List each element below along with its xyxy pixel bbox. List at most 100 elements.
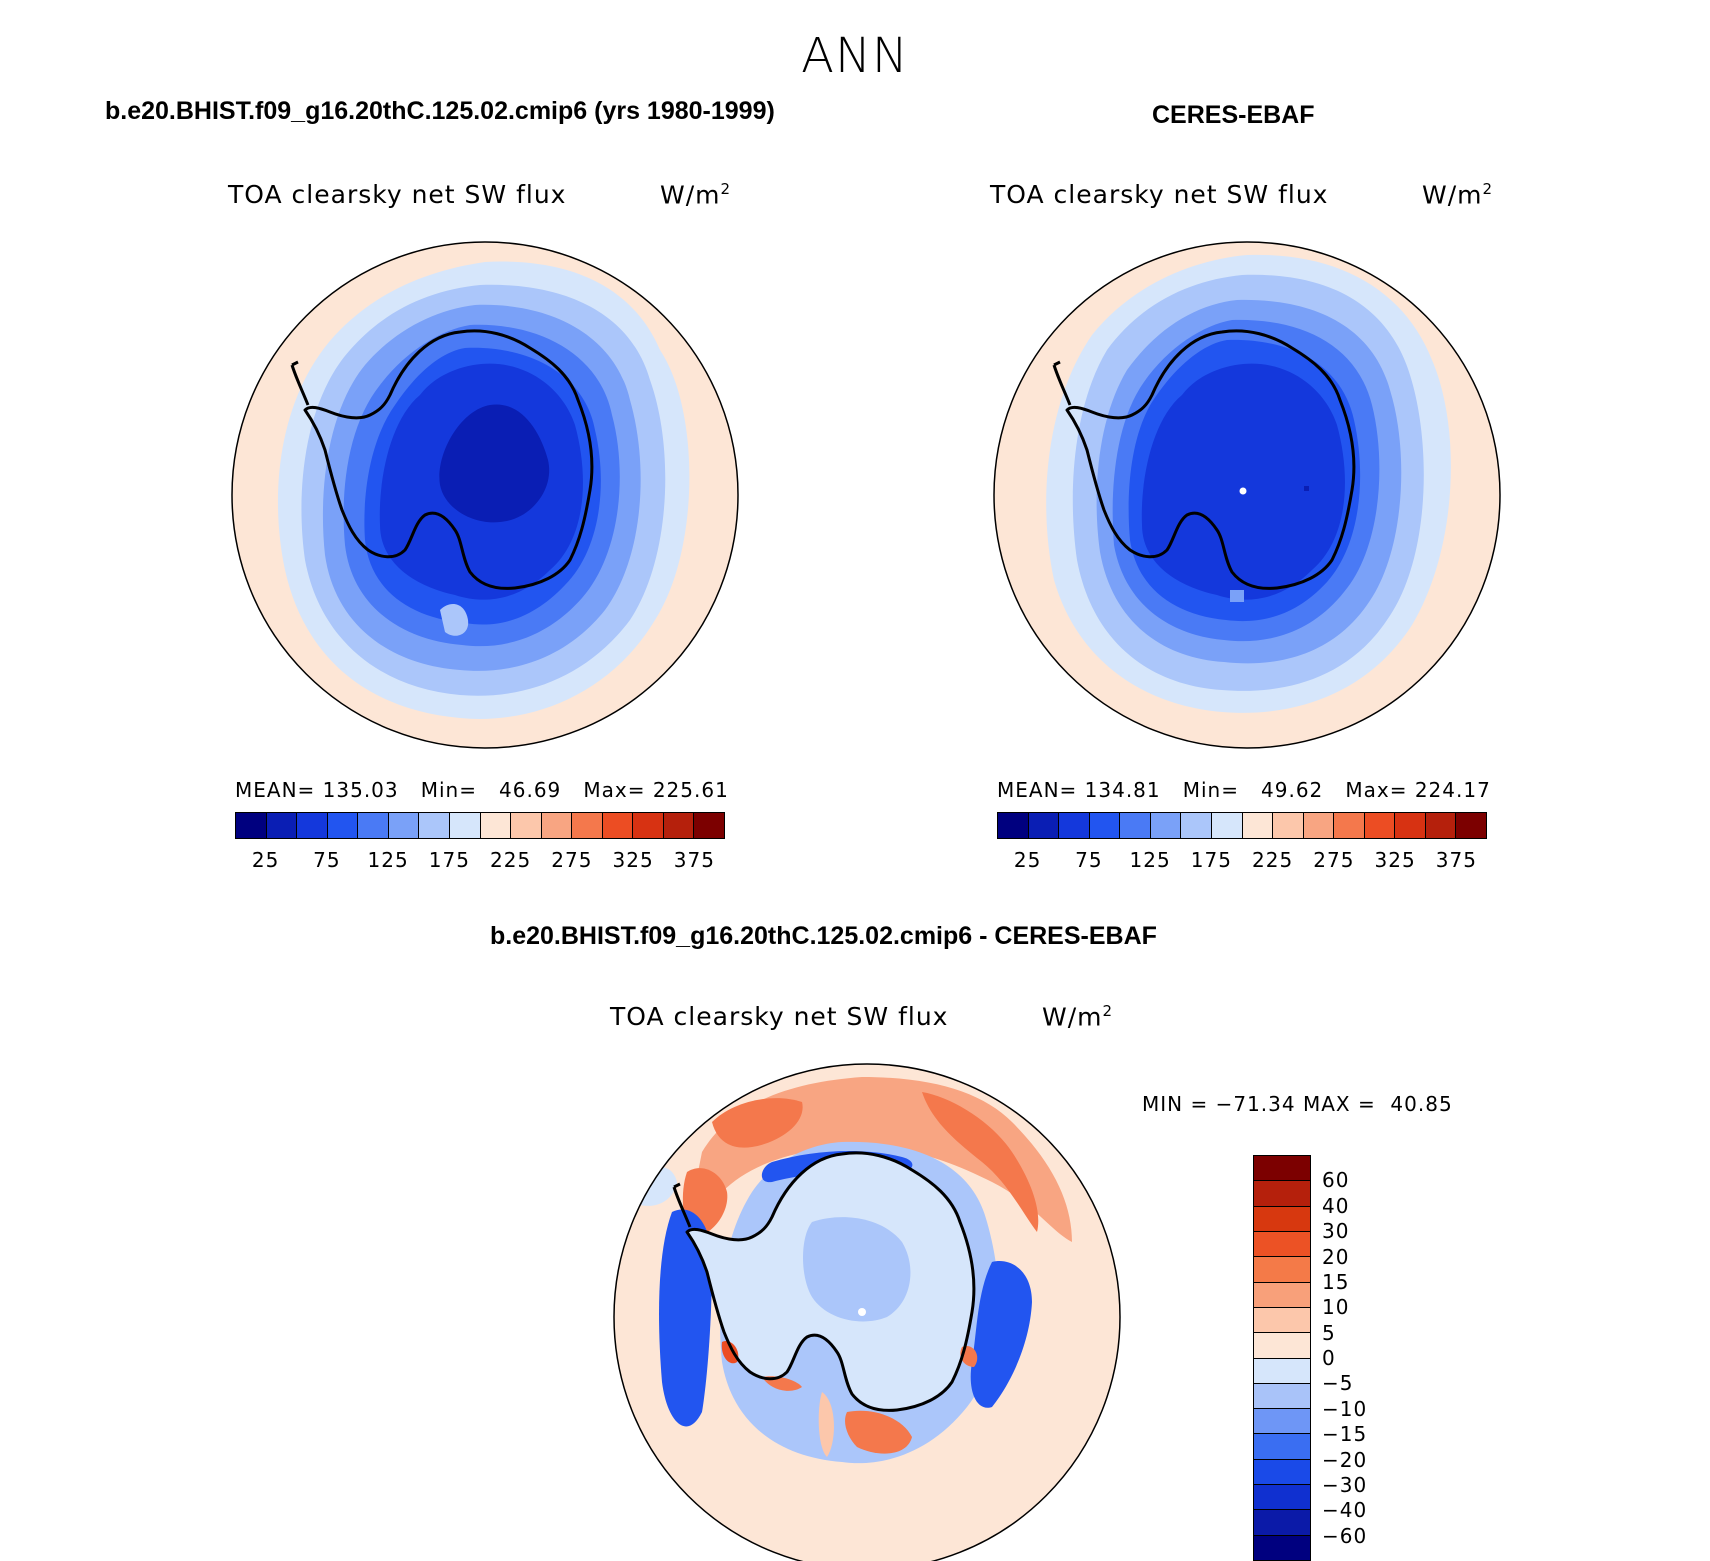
obs-colorbar-swatch	[1089, 813, 1121, 838]
model-colorbar-swatch	[388, 813, 420, 838]
model-units-label: W/m2	[660, 180, 732, 210]
model-polar-map	[231, 241, 739, 749]
obs-colorbar-swatch	[998, 813, 1029, 838]
model-colorbar-swatch	[541, 813, 573, 838]
obs-colorbar-swatch	[1150, 813, 1182, 838]
diff-colorbar-tick-label: 30	[1322, 1219, 1350, 1244]
diff-colorbar-swatch	[1254, 1535, 1310, 1560]
obs-polar-map	[993, 241, 1501, 749]
diff-polar-map	[613, 1063, 1121, 1561]
obs-colorbar-swatch	[1425, 813, 1457, 838]
diff-colorbar-tick-label: 60	[1322, 1168, 1350, 1193]
obs-colorbar-tick-label: 175	[1190, 848, 1232, 872]
diff-colorbar-swatch	[1254, 1358, 1310, 1384]
diff-colorbar-swatch	[1254, 1383, 1310, 1410]
diff-case-title: b.e20.BHIST.f09_g16.20thC.125.02.cmip6 -…	[490, 922, 1157, 950]
model-colorbar-tick-label: 375	[673, 848, 715, 872]
obs-colorbar-tick-label: 25	[1013, 848, 1042, 872]
obs-colorbar-swatch	[1334, 813, 1365, 838]
model-colorbar-swatch	[572, 813, 603, 838]
obs-colorbar-swatch	[1303, 813, 1335, 838]
obs-colorbar-ticks: 25 75 125 175 225 275 325 375	[997, 848, 1487, 872]
model-colorbar-swatch	[449, 813, 481, 838]
diff-colorbar-tick-label: 15	[1322, 1269, 1350, 1294]
diff-colorbar-swatch	[1254, 1282, 1310, 1308]
diff-colorbar-swatch	[1254, 1485, 1310, 1511]
obs-colorbar-tick-label: 75	[1075, 848, 1103, 872]
obs-colorbar-swatch	[1456, 813, 1486, 838]
diff-colorbar-ticks: 60 40 30 20 15 10 5 0 −5 −10 −15 −20 −30 −40 −60	[1322, 1155, 1422, 1561]
obs-colorbar-swatch	[1059, 813, 1090, 838]
diff-colorbar-swatch	[1254, 1409, 1310, 1435]
obs-colorbar-swatch	[1181, 813, 1212, 838]
obs-colorbar-swatch	[1211, 813, 1243, 838]
obs-colorbar-swatch	[1028, 813, 1060, 838]
model-colorbar-tick-label: 225	[490, 848, 532, 872]
diff-colorbar-swatch	[1254, 1459, 1310, 1486]
model-colorbar-swatch	[694, 813, 724, 838]
obs-colorbar-swatch	[1395, 813, 1426, 838]
model-colorbar-swatch	[602, 813, 634, 838]
diff-colorbar-swatch	[1254, 1434, 1310, 1460]
diff-colorbar-swatch	[1254, 1206, 1310, 1232]
model-colorbar-swatch	[297, 813, 328, 838]
diff-colorbar-tick-label: −20	[1322, 1447, 1368, 1472]
obs-stats: MEAN= 134.81 Min= 49.62 Max= 224.17	[997, 778, 1491, 802]
model-colorbar-tick-label: 75	[313, 848, 341, 872]
obs-colorbar-tick-label: 375	[1435, 848, 1477, 872]
diff-colorbar-swatch	[1254, 1307, 1310, 1334]
diff-colorbar-tick-label: −40	[1322, 1498, 1368, 1523]
diff-colorbar	[1253, 1155, 1311, 1561]
model-colorbar-tick-label: 325	[612, 848, 654, 872]
diff-colorbar-tick-label: 0	[1322, 1346, 1336, 1370]
model-colorbar-tick-label: 275	[551, 848, 593, 872]
obs-colorbar-tick-label: 125	[1129, 848, 1171, 872]
obs-colorbar-tick-label: 275	[1313, 848, 1355, 872]
model-antarctica-coastline	[303, 329, 594, 590]
diff-colorbar-swatch	[1254, 1333, 1310, 1359]
model-colorbar-ticks: 25 75 125 175 225 275 325 375	[235, 848, 725, 872]
diff-colorbar-tick-label: 40	[1322, 1193, 1350, 1218]
model-colorbar-tick-label: 25	[251, 848, 280, 872]
model-colorbar-swatch	[480, 813, 512, 838]
obs-colorbar-tick-label: 225	[1252, 848, 1294, 872]
diff-colorbar-swatch	[1254, 1257, 1310, 1283]
obs-colorbar-swatch	[1242, 813, 1274, 838]
model-colorbar-tick-label: 175	[428, 848, 470, 872]
model-colorbar-swatch	[358, 813, 389, 838]
model-colorbar-swatch	[266, 813, 298, 838]
diff-colorbar-tick-label: −60	[1322, 1523, 1368, 1548]
obs-variable-label: TOA clearsky net SW flux	[990, 180, 1329, 209]
model-variable-label: TOA clearsky net SW flux	[228, 180, 567, 209]
model-colorbar-swatch	[327, 813, 359, 838]
diff-colorbar-tick-label: 10	[1322, 1295, 1350, 1320]
diff-colorbar-tick-label: 5	[1322, 1320, 1336, 1345]
obs-colorbar-swatch	[1364, 813, 1396, 838]
diff-colorbar-tick-label: −30	[1322, 1472, 1368, 1497]
diff-colorbar-swatch	[1254, 1231, 1310, 1258]
diff-colorbar-swatch	[1254, 1510, 1310, 1536]
diff-colorbar-tick-label: −10	[1322, 1396, 1368, 1421]
obs-case-title: CERES-EBAF	[1152, 101, 1315, 129]
diff-colorbar-tick-label: −15	[1322, 1422, 1368, 1447]
diff-stats: MIN = −71.34 MAX = 40.85	[1142, 1092, 1453, 1116]
model-colorbar-swatch	[633, 813, 664, 838]
diff-antarctica-coastline	[685, 1151, 976, 1412]
diff-variable-label: TOA clearsky net SW flux	[610, 1002, 949, 1031]
diff-colorbar-tick-label: 20	[1322, 1244, 1350, 1269]
model-colorbar-tick-label: 125	[367, 848, 409, 872]
diff-colorbar-tick-label: −5	[1322, 1371, 1354, 1396]
obs-antarctica-coastline	[1065, 329, 1356, 590]
model-case-title: b.e20.BHIST.f09_g16.20thC.125.02.cmip6 (…	[105, 97, 775, 125]
obs-units-label: W/m2	[1422, 180, 1494, 210]
model-colorbar-swatch	[236, 813, 267, 838]
obs-colorbar-tick-label: 325	[1374, 848, 1416, 872]
model-colorbar-swatch	[419, 813, 450, 838]
diff-units-label: W/m2	[1042, 1002, 1114, 1032]
obs-colorbar-swatch	[1273, 813, 1304, 838]
obs-colorbar-swatch	[1120, 813, 1151, 838]
figure-title: ANN	[801, 28, 909, 84]
model-stats: MEAN= 135.03 Min= 46.69 Max= 225.61	[235, 778, 729, 802]
model-colorbar-swatch	[663, 813, 695, 838]
diff-colorbar-swatch	[1254, 1181, 1310, 1207]
